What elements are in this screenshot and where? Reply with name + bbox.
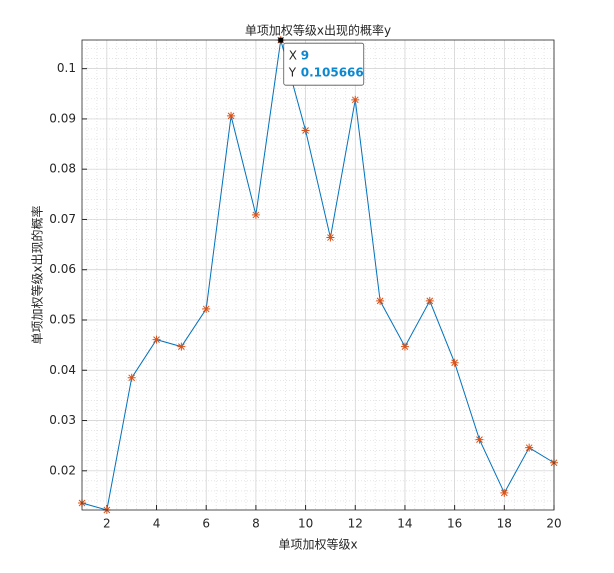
- data-point: [301, 126, 310, 135]
- y-tick-label: 0.02: [49, 463, 76, 477]
- data-point: [177, 342, 186, 351]
- data-point: [152, 335, 161, 344]
- y-tick-label: 0.04: [49, 363, 76, 377]
- y-tick-label: 0.05: [49, 312, 76, 326]
- chart-title: 单项加权等级x出现的概率y: [245, 23, 391, 38]
- x-tick-label: 10: [298, 517, 313, 531]
- data-point: [450, 358, 459, 367]
- x-tick-label: 20: [546, 517, 561, 531]
- x-tick-label: 16: [447, 517, 462, 531]
- data-point: [475, 435, 484, 444]
- y-tick-label: 0.03: [49, 413, 76, 427]
- x-tick-label: 14: [397, 517, 412, 531]
- datatip-value: 0.105666: [301, 66, 364, 80]
- data-point: [500, 488, 509, 497]
- data-point: [400, 342, 409, 351]
- y-tick-label: 0.06: [49, 262, 76, 276]
- x-tick-label: 8: [252, 517, 260, 531]
- data-point: [127, 373, 136, 382]
- x-axis-label: 单项加权等级x: [278, 538, 357, 552]
- data-point: [326, 233, 335, 242]
- datatip-value: 9: [301, 49, 309, 63]
- data-point: [525, 443, 534, 452]
- y-tick-label: 0.1: [57, 61, 76, 75]
- data-point: [376, 296, 385, 305]
- x-tick-label: 4: [153, 517, 161, 531]
- axes-box: [81, 39, 555, 511]
- x-tick-label: 6: [202, 517, 210, 531]
- y-tick-label: 0.08: [49, 162, 76, 176]
- data-point: [202, 304, 211, 313]
- y-tick-label: 0.07: [49, 212, 76, 226]
- datatip-label: X: [289, 49, 297, 63]
- x-tick-label: 2: [103, 517, 111, 531]
- series-line: [81, 40, 555, 511]
- x-tick-label: 12: [348, 517, 363, 531]
- plot-area: [82, 40, 554, 510]
- datatip-label: Y: [288, 66, 297, 80]
- y-axis-label: 单项加权等级x出现的概率: [30, 205, 45, 344]
- data-point: [251, 210, 260, 219]
- data-point: [351, 95, 360, 104]
- datatip-box: [283, 42, 365, 86]
- data-point: [227, 111, 236, 120]
- data-point: [425, 296, 434, 305]
- x-tick-label: 18: [497, 517, 512, 531]
- datatip-marker: [278, 37, 284, 43]
- y-tick-label: 0.09: [49, 111, 76, 125]
